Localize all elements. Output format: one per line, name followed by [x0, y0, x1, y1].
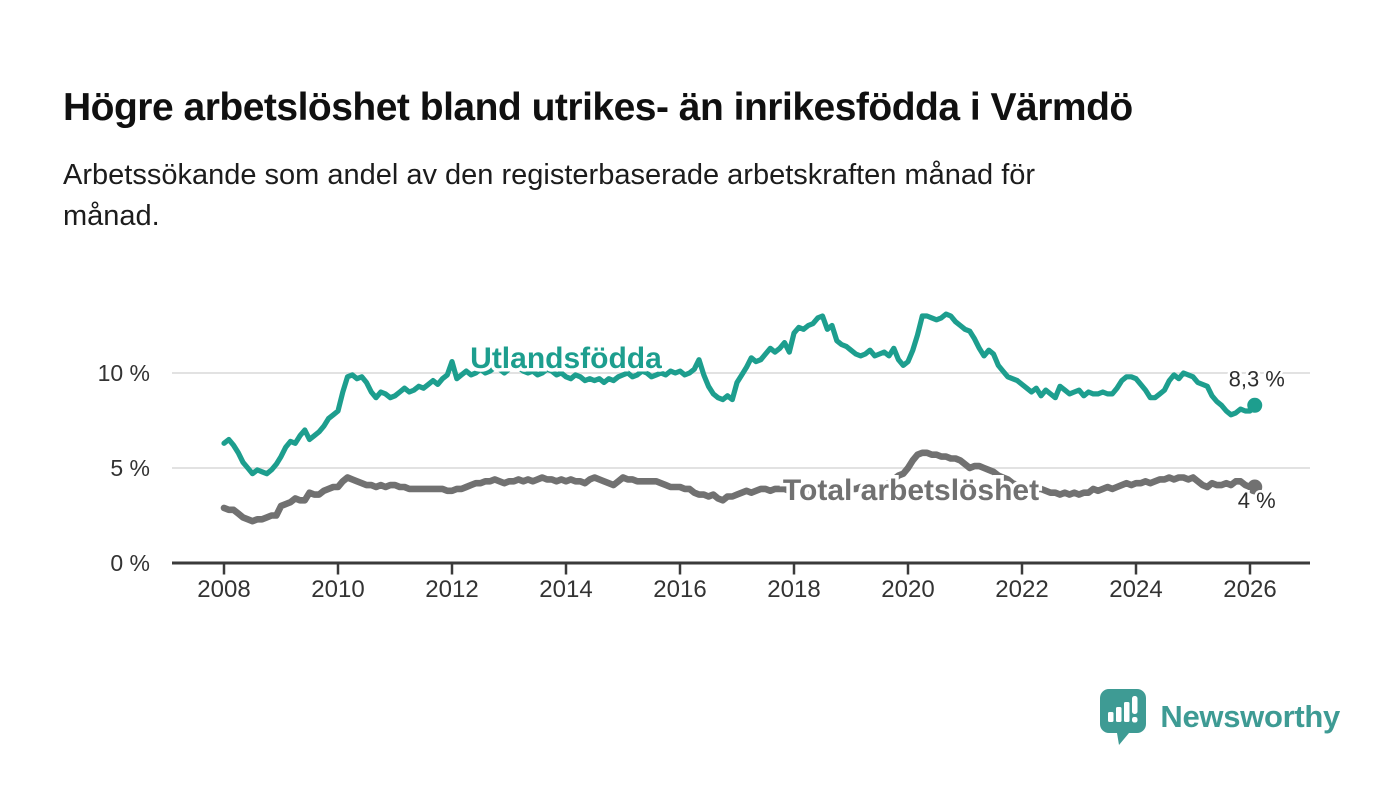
y-tick-label-0: 0 %	[110, 550, 150, 576]
brand-name: Newsworthy	[1160, 699, 1340, 734]
x-tick-label-2022: 2022	[995, 576, 1048, 603]
x-tick-label-2008: 2008	[197, 576, 250, 603]
endpoint-dot-total	[1247, 479, 1263, 495]
page-title: Högre arbetslöshet bland utrikes- än inr…	[63, 86, 1133, 130]
x-tick-label-2018: 2018	[767, 576, 820, 603]
brand-footer: Newsworthy	[1099, 688, 1340, 746]
y-tick-label-10: 10 %	[98, 360, 150, 386]
x-tick-label-2026: 2026	[1223, 576, 1276, 603]
bar-3	[1124, 702, 1130, 722]
x-tick-label-2014: 2014	[539, 576, 592, 603]
x-tick-label-2016: 2016	[653, 576, 706, 603]
x-tick-label-2024: 2024	[1109, 576, 1162, 603]
endpoint-dot-utlandsfodda	[1247, 397, 1263, 413]
exclamation-bar	[1132, 696, 1138, 714]
x-tick-label-2012: 2012	[425, 576, 478, 603]
bar-1	[1108, 712, 1114, 722]
exclamation-dot	[1132, 717, 1138, 723]
x-tick-label-2010: 2010	[311, 576, 364, 603]
bubble-shape	[1100, 689, 1147, 745]
series-label-total: Total arbetslöshet	[783, 474, 1039, 507]
x-tick-label-2020: 2020	[881, 576, 934, 603]
series-line-total-arbetsl-shet	[220, 449, 1259, 525]
end-value-label-utlandsfodda: 8,3 %	[1229, 366, 1285, 391]
series-line-utlandsf-dda	[221, 311, 1258, 477]
subtitle-line-2: månad.	[63, 200, 160, 233]
y-tick-label-5: 5 %	[110, 455, 150, 481]
subtitle-line-1: Arbetssökande som andel av den registerb…	[63, 159, 1036, 191]
series-label-utlandsfodda: Utlandsfödda	[470, 342, 662, 375]
end-value-label-total: 4 %	[1238, 488, 1276, 513]
speech-bubble-bar-chart-icon	[1100, 689, 1147, 745]
chart-subtitle: Arbetssökande som andel av den registerb…	[63, 155, 1035, 237]
bar-2	[1116, 707, 1122, 722]
